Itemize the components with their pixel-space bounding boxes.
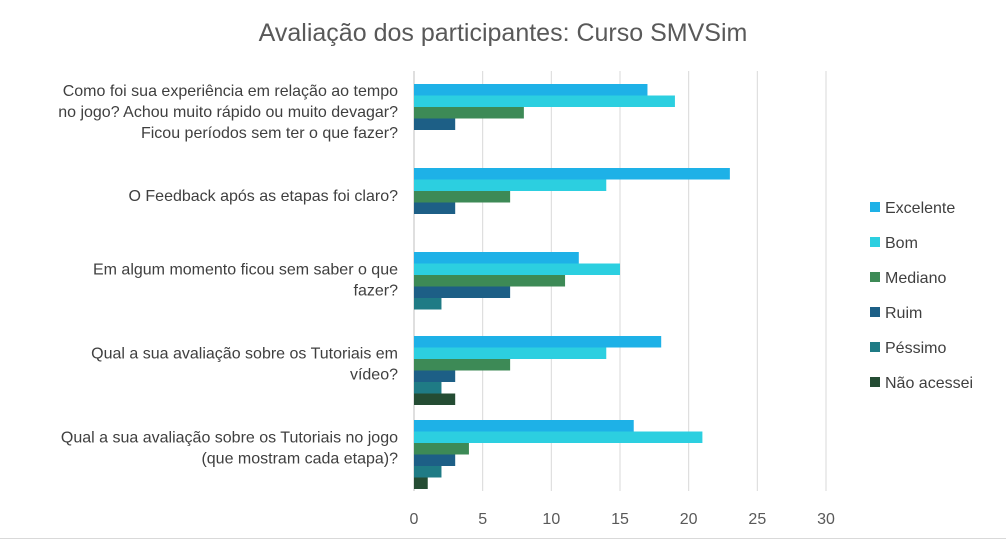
bar-p-ssimo-2 xyxy=(414,298,442,310)
legend-swatch xyxy=(870,237,880,247)
x-tick-label: 20 xyxy=(680,511,698,528)
legend: Excelente Bom Mediano Ruim Péssimo Não acesse… xyxy=(870,200,973,392)
bar-ruim-4 xyxy=(414,454,456,466)
bar-mediano-4 xyxy=(414,443,469,455)
category-label: Em algum momento ficou sem saber o que xyxy=(93,262,398,279)
category-label: Como foi sua experiência em relação ao t… xyxy=(63,83,398,100)
bar-bom-1 xyxy=(414,179,607,191)
bar-excelente-4 xyxy=(414,420,634,432)
bar-excelente-0 xyxy=(414,84,648,96)
category-label: (que mostram cada etapa)? xyxy=(201,451,398,468)
bar-mediano-2 xyxy=(414,275,566,287)
bars xyxy=(414,84,730,489)
bar-ruim-0 xyxy=(414,118,456,130)
category-label: O Feedback após as etapas foi claro? xyxy=(129,188,399,205)
bar-excelente-2 xyxy=(414,252,579,264)
category-label: vídeo? xyxy=(350,367,398,384)
x-tick-label: 0 xyxy=(410,511,419,528)
legend-label: Mediano xyxy=(885,270,946,287)
bar-ruim-2 xyxy=(414,286,511,298)
legend-label: Excelente xyxy=(885,200,955,217)
bar-mediano-0 xyxy=(414,107,524,119)
category-label: fazer? xyxy=(354,283,399,300)
legend-swatch xyxy=(870,272,880,282)
category-label: Qual a sua avaliação sobre os Tutoriais … xyxy=(61,430,398,447)
legend-label: Péssimo xyxy=(885,340,946,357)
x-tick-label: 25 xyxy=(748,511,766,528)
bar-bom-3 xyxy=(414,347,607,359)
bar-mediano-1 xyxy=(414,191,511,203)
bar-bom-0 xyxy=(414,95,675,107)
legend-swatch xyxy=(870,307,880,317)
bar-bom-2 xyxy=(414,263,620,275)
bar-p-ssimo-4 xyxy=(414,466,442,478)
category-labels: Como foi sua experiência em relação ao t… xyxy=(58,83,398,468)
legend-label: Não acessei xyxy=(885,375,973,392)
bar-bom-4 xyxy=(414,431,703,443)
legend-swatch xyxy=(870,342,880,352)
legend-label: Ruim xyxy=(885,305,922,322)
category-label: Qual a sua avaliação sobre os Tutoriais … xyxy=(91,346,398,363)
legend-swatch xyxy=(870,202,880,212)
bar-ruim-3 xyxy=(414,370,456,382)
bar-n-o-acessei-4 xyxy=(414,477,428,489)
legend-label: Bom xyxy=(885,235,918,252)
bottom-divider xyxy=(0,538,1006,539)
x-axis-ticks: 0 5 10 15 20 25 30 xyxy=(410,511,835,528)
bar-p-ssimo-3 xyxy=(414,382,442,394)
x-tick-label: 10 xyxy=(542,511,560,528)
bar-excelente-1 xyxy=(414,168,730,180)
x-tick-label: 30 xyxy=(817,511,835,528)
category-label: no jogo? Achou muito rápido ou muito dev… xyxy=(58,104,398,121)
x-tick-label: 5 xyxy=(478,511,487,528)
x-tick-label: 15 xyxy=(611,511,629,528)
bar-excelente-3 xyxy=(414,336,662,348)
bar-n-o-acessei-3 xyxy=(414,393,456,405)
chart-title: Avaliação dos participantes: Curso SMVSi… xyxy=(259,19,748,47)
bar-ruim-1 xyxy=(414,202,456,214)
legend-swatch xyxy=(870,377,880,387)
bar-mediano-3 xyxy=(414,359,511,371)
category-label: Ficou períodos sem ter o que fazer? xyxy=(141,125,398,142)
